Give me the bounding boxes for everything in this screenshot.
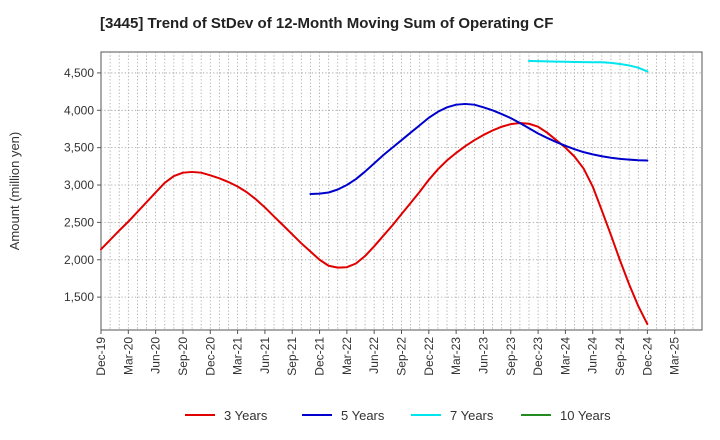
legend-label-3-years: 3 Years [224, 408, 268, 423]
legend-label-5-years: 5 Years [341, 408, 385, 423]
x-tick-label: Mar-25 [668, 337, 682, 375]
x-tick-label: Mar-24 [558, 337, 572, 375]
y-tick-label: 3,500 [64, 141, 94, 155]
y-axis-ticks: 1,500 2,000 2,500 3,000 3,500 4,000 4,500 [64, 66, 101, 304]
y-axis-label: Amount (million yen) [7, 132, 22, 251]
legend: 3 Years 5 Years 7 Years 10 Years [185, 408, 611, 423]
plot-area [100, 51, 703, 331]
x-tick-label: Jun-23 [476, 337, 490, 374]
horizontal-gridlines [101, 72, 702, 298]
legend-label-7-years: 7 Years [450, 408, 494, 423]
series-line-5-years [309, 102, 649, 195]
x-tick-label: Sep-24 [613, 337, 627, 376]
legend-label-10-years: 10 Years [560, 408, 611, 423]
y-tick-label: 1,500 [64, 290, 94, 304]
y-tick-label: 3,000 [64, 178, 94, 192]
x-tick-label: Mar-23 [449, 337, 463, 375]
x-tick-label: Dec-24 [640, 337, 654, 376]
x-tick-label: Dec-22 [422, 337, 436, 376]
x-tick-label: Sep-21 [285, 337, 299, 376]
x-tick-label: Dec-19 [94, 337, 108, 376]
x-tick-label: Sep-20 [176, 337, 190, 376]
y-tick-label: 2,500 [64, 215, 94, 229]
y-tick-label: 4,500 [64, 66, 94, 80]
x-tick-label: Jun-22 [367, 337, 381, 374]
y-tick-label: 4,000 [64, 103, 94, 117]
x-tick-label: Sep-23 [504, 337, 518, 376]
x-tick-label: Dec-23 [531, 337, 545, 376]
x-tick-label: Dec-21 [313, 337, 327, 376]
y-tick-label: 2,000 [64, 253, 94, 267]
x-tick-label: Jun-20 [149, 337, 163, 374]
series-line-3-years [100, 121, 649, 326]
series-lines [100, 59, 649, 326]
x-tick-label: Mar-22 [340, 337, 354, 375]
x-tick-label: Mar-21 [231, 337, 245, 375]
series-line-7-years [527, 59, 649, 73]
x-tick-label: Jun-24 [586, 337, 600, 374]
chart-title: [3445] Trend of StDev of 12-Month Moving… [100, 15, 553, 32]
x-tick-label: Mar-20 [121, 337, 135, 375]
x-tick-label: Jun-21 [258, 337, 272, 374]
x-tick-label: Sep-22 [395, 337, 409, 376]
vertical-gridlines [109, 52, 694, 330]
x-tick-label: Dec-20 [203, 337, 217, 376]
x-axis-ticks: Dec-19 Mar-20 Jun-20 Sep-20 Dec-20 Mar-21 Jun-… [94, 330, 682, 376]
